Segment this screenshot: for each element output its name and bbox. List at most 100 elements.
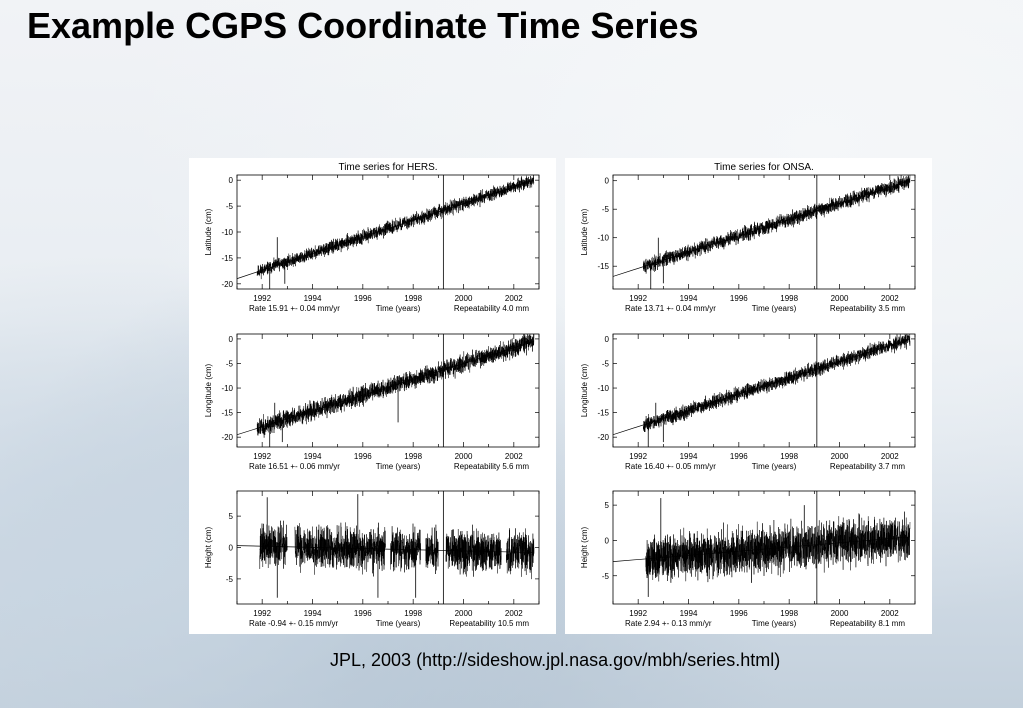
series-trace [642,175,911,274]
chart-panel-hers: Time series for HERS. 0 -5 -10 -15 -20 Latitud… [189,158,556,634]
y-tick-label: 0 [605,536,610,545]
x-tick-label: 1994 [304,294,322,303]
y-tick-label: 0 [605,335,610,344]
y-tick-label: -15 [221,254,233,263]
y-axis-label: Height (cm) [580,526,589,568]
y-tick-label: -15 [221,409,233,418]
x-tick-label: 1994 [304,452,322,461]
series-trace [256,175,535,280]
y-tick-label: -20 [221,280,233,289]
y-tick-label: -20 [597,433,609,442]
repeatability-label: Repeatability 10.5 mm [449,619,529,628]
x-axis-label: Time (years) [376,619,421,628]
slide-title: Example CGPS Coordinate Time Series [27,5,699,46]
subplot-lon: 0 -5 -10 -15 -20 Longitude (cm) 1992 1994 1996 19… [204,333,540,471]
x-tick-label: 1994 [680,609,698,618]
repeatability-label: Repeatability 8.1 mm [830,619,905,628]
x-tick-label: 2000 [455,609,473,618]
data-layer [613,334,911,447]
onsa-time-series-figure: Time series for ONSA. 0 -5 -10 -15 Latitude (… [580,162,916,628]
y-tick-label: -5 [226,359,234,368]
y-tick-label: -5 [226,575,234,584]
y-tick-label: -15 [597,409,609,418]
y-axis-label: Latitude (cm) [204,208,213,255]
x-tick-label: 1996 [730,609,748,618]
y-tick-label: -5 [602,205,610,214]
x-tick-label: 2000 [831,294,849,303]
y-axis-label: Latitude (cm) [580,208,589,255]
y-tick-label: 5 [229,512,234,521]
data-layer [613,175,911,289]
x-tick-label: 1998 [780,452,798,461]
x-tick-label: 2002 [505,609,523,618]
chart-panel-onsa: Time series for ONSA. 0 -5 -10 -15 Latitude (… [565,158,932,634]
y-tick-label: -10 [221,228,233,237]
x-tick-label: 2000 [831,609,849,618]
x-tick-label: 2002 [881,609,899,618]
series-trace [294,522,386,577]
y-tick-label: 0 [229,335,234,344]
y-tick-label: -15 [597,262,609,271]
rate-label: Rate 15.91 +- 0.04 mm/yr [249,304,340,313]
subplot-lon: 0 -5 -10 -15 -20 Longitude (cm) 1992 1994 1996 19… [580,333,916,471]
x-axis-label: Time (years) [752,462,797,471]
source-caption: JPL, 2003 (http://sideshow.jpl.nasa.gov/… [330,650,781,670]
x-tick-label: 1994 [680,452,698,461]
x-tick-label: 2002 [881,452,899,461]
y-tick-label: 0 [229,176,234,185]
y-tick-label: -5 [602,359,610,368]
x-axis-label: Time (years) [376,462,421,471]
x-axis-label: Time (years) [752,619,797,628]
y-tick-label: -5 [602,572,610,581]
y-tick-label: 0 [605,177,610,186]
y-axis-label: Height (cm) [204,526,213,568]
x-tick-label: 2000 [455,294,473,303]
x-tick-label: 1996 [730,294,748,303]
y-tick-label: -10 [597,384,609,393]
hers-time-series-figure: Time series for HERS. 0 -5 -10 -15 -20 Latitud… [204,162,540,628]
x-tick-label: 1996 [354,609,372,618]
series-trace [506,528,535,580]
x-tick-label: 2002 [881,294,899,303]
x-tick-label: 1998 [404,609,422,618]
y-tick-label: 5 [605,501,610,510]
y-tick-label: 0 [229,544,234,553]
rate-label: Rate 16.40 +- 0.05 mm/yr [625,462,716,471]
y-tick-label: -5 [226,202,234,211]
repeatability-label: Repeatability 3.7 mm [830,462,905,471]
x-tick-label: 1992 [253,294,271,303]
x-tick-label: 1992 [629,452,647,461]
data-layer [237,494,535,598]
x-tick-label: 1998 [404,452,422,461]
y-axis-label: Longitude (cm) [204,363,213,417]
rate-label: Rate -0.94 +- 0.15 mm/yr [249,619,338,628]
series-trace [259,520,288,569]
x-axis-label: Time (years) [376,304,421,313]
repeatability-label: Repeatability 5.6 mm [454,462,529,471]
x-tick-label: 2000 [831,452,849,461]
rate-label: Rate 16.51 +- 0.06 mm/yr [249,462,340,471]
series-trace [642,334,911,433]
y-tick-label: -10 [221,384,233,393]
x-tick-label: 2000 [455,452,473,461]
rate-label: Rate 13.71 +- 0.04 mm/yr [625,304,716,313]
x-tick-label: 1994 [304,609,322,618]
repeatability-label: Repeatability 3.5 mm [830,304,905,313]
y-tick-label: -10 [597,234,609,243]
x-tick-label: 1992 [629,294,647,303]
x-tick-label: 1998 [780,294,798,303]
series-trace [645,511,911,583]
x-tick-label: 2002 [505,452,523,461]
x-tick-label: 2002 [505,294,523,303]
x-tick-label: 1998 [780,609,798,618]
chart-title: Time series for HERS. [338,162,437,173]
x-tick-label: 1996 [730,452,748,461]
x-tick-label: 1992 [253,452,271,461]
repeatability-label: Repeatability 4.0 mm [454,304,529,313]
x-axis-label: Time (years) [752,304,797,313]
x-tick-label: 1998 [404,294,422,303]
data-layer [613,498,911,597]
subplot-lat: 0 -5 -10 -15 Latitude (cm) 1992 1994 1996 1998 20… [580,174,916,313]
